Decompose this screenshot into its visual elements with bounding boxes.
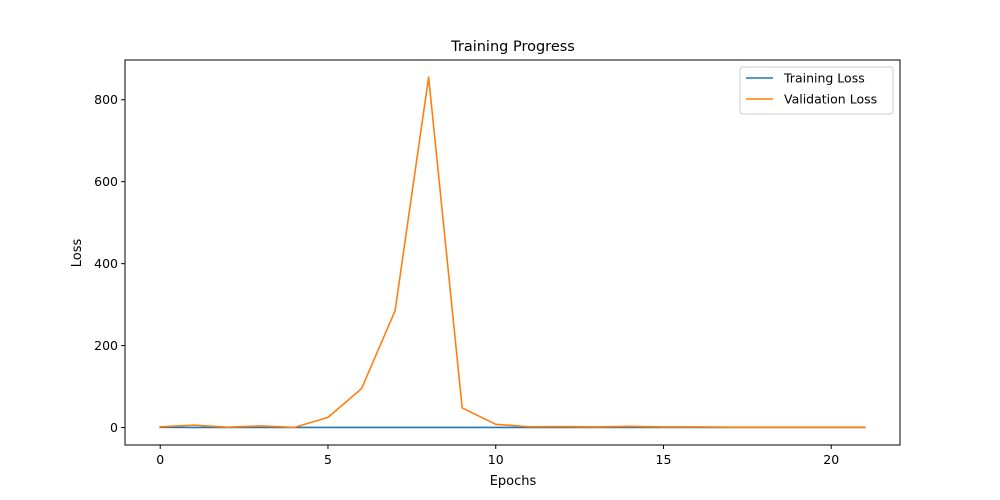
chart-legend: Training Loss Validation Loss xyxy=(739,66,894,115)
x-tick-label: 0 xyxy=(156,452,164,467)
y-tick-label: 400 xyxy=(94,256,118,271)
y-axis-label: Loss xyxy=(70,239,85,268)
legend-entry-label: Training Loss xyxy=(783,71,865,86)
y-tick-label: 600 xyxy=(94,174,118,189)
x-tick-label: 20 xyxy=(823,452,839,467)
x-tick-label: 15 xyxy=(656,452,672,467)
y-tick-label: 0 xyxy=(110,420,118,435)
series-line-2 xyxy=(159,76,866,429)
y-tick-label: 800 xyxy=(94,92,118,107)
plot-frame xyxy=(124,59,901,446)
x-tick-label: 10 xyxy=(488,452,504,467)
legend-box xyxy=(739,66,894,115)
chart-title: Training Progress xyxy=(450,39,575,55)
x-tick-label: 5 xyxy=(324,452,332,467)
y-tick-label: 200 xyxy=(94,338,118,353)
x-axis-label: Epochs xyxy=(490,474,537,489)
legend-entry-label: Validation Loss xyxy=(784,92,877,107)
